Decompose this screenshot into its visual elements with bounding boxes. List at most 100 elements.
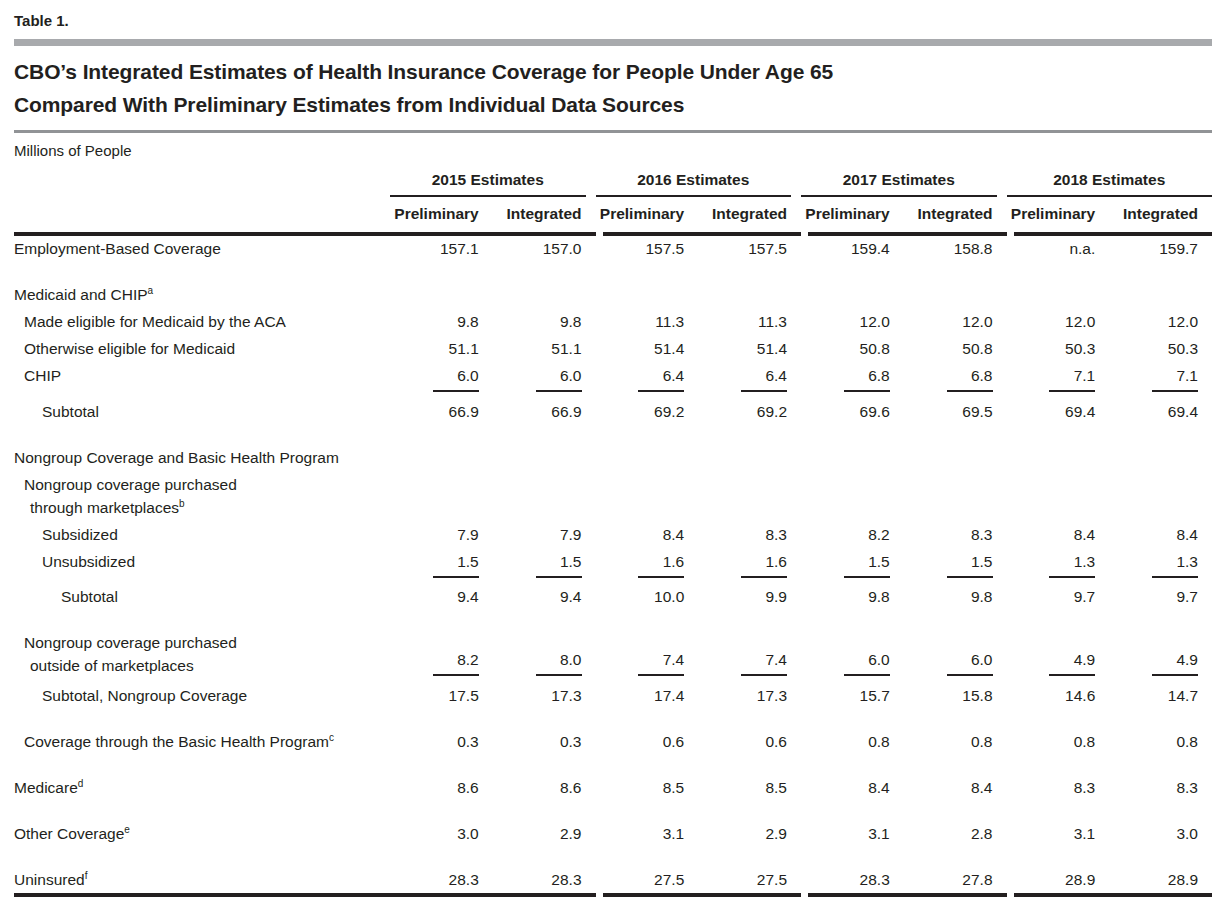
value: 1.5: [844, 552, 890, 578]
col-header-2017-integrated: Integrated: [904, 197, 1007, 232]
value-cell: 6.4: [698, 363, 801, 396]
value: 4.9: [1152, 650, 1198, 676]
value: 12.0: [860, 312, 890, 332]
value-cell: [698, 444, 801, 471]
value-cell: 8.6: [390, 774, 493, 801]
value: 0.8: [1074, 732, 1096, 752]
row-label: Nongroup Coverage and Basic Health Progr…: [14, 444, 390, 471]
stub-header: [14, 165, 390, 197]
spacer-cell: [14, 263, 1212, 282]
value-cell: 69.6: [801, 396, 904, 426]
table-row: Nongroup Coverage and Basic Health Progr…: [14, 444, 1212, 471]
value-cell: 69.4: [1007, 396, 1110, 426]
value: 6.8: [844, 366, 890, 392]
value-cell: 157.5: [698, 236, 801, 263]
value-cell: 1.5: [390, 548, 493, 581]
value-cell: 9.4: [390, 581, 493, 611]
value-cell: 10.0: [596, 581, 699, 611]
value-cell: 12.0: [801, 309, 904, 336]
value-cell: 0.6: [596, 728, 699, 755]
value-cell: [390, 471, 493, 521]
value: 7.1: [1152, 366, 1198, 392]
footnote-marker: c: [329, 731, 334, 742]
value-cell: 8.3: [1007, 774, 1110, 801]
table-row: [14, 263, 1212, 282]
row-label: Employment-Based Coverage: [14, 236, 390, 263]
value: 10.0: [654, 587, 684, 607]
value: 9.8: [971, 587, 993, 607]
value: 12.0: [1065, 312, 1095, 332]
value-cell: 6.0: [493, 363, 596, 396]
table-row: Subtotal9.49.410.09.99.89.89.79.7: [14, 581, 1212, 611]
value: 51.1: [449, 339, 479, 359]
value: 2.9: [560, 824, 582, 844]
value-cell: 3.1: [801, 820, 904, 847]
value-cell: 9.8: [904, 581, 1007, 611]
value: 1.5: [433, 552, 479, 578]
value-cell: 15.7: [801, 680, 904, 710]
value: 157.5: [645, 239, 684, 259]
spacer-cell: [14, 847, 1212, 866]
value-cell: 9.7: [1007, 581, 1110, 611]
value-cell: 9.9: [698, 581, 801, 611]
value: 8.2: [433, 650, 479, 676]
value: 3.1: [868, 824, 890, 844]
value: 50.3: [1168, 339, 1198, 359]
value: 8.4: [1176, 525, 1198, 545]
value: 27.5: [654, 870, 684, 890]
value-cell: 8.0: [493, 630, 596, 680]
rule-segment: [14, 893, 596, 897]
value-cell: 51.4: [698, 336, 801, 363]
table-row: Employment-Based Coverage157.1157.0157.5…: [14, 236, 1212, 263]
document-page: Table 1. CBO’s Integrated Estimates of H…: [0, 0, 1232, 897]
year-group-2018: 2018 Estimates: [1007, 165, 1213, 197]
col-header-2018-preliminary: Preliminary: [1007, 197, 1110, 232]
value-cell: 17.5: [390, 680, 493, 710]
value-cell: 8.2: [801, 521, 904, 548]
table-row: Nongroup coverage purchasedthrough marke…: [14, 471, 1212, 521]
value-cell: 157.5: [596, 236, 699, 263]
value: 6.0: [844, 650, 890, 676]
value-cell: 2.8: [904, 820, 1007, 847]
value-cell: 28.9: [1007, 866, 1110, 893]
value-cell: 17.3: [493, 680, 596, 710]
value: n.a.: [1069, 239, 1095, 259]
value: 2.9: [765, 824, 787, 844]
value-cell: 50.8: [904, 336, 1007, 363]
value-cell: 14.7: [1109, 680, 1212, 710]
row-label: CHIP: [14, 363, 390, 396]
value-cell: 28.9: [1109, 866, 1212, 893]
value-cell: 8.4: [1007, 521, 1110, 548]
value-cell: 3.1: [1007, 820, 1110, 847]
value-cell: 6.0: [801, 630, 904, 680]
value: 17.3: [757, 686, 787, 706]
value: 0.8: [1176, 732, 1198, 752]
value-cell: [1007, 444, 1110, 471]
value: 1.3: [1049, 552, 1095, 578]
value-cell: 27.8: [904, 866, 1007, 893]
value: 69.4: [1065, 402, 1095, 422]
row-label: Uninsuredf: [14, 866, 390, 893]
value-cell: 1.6: [596, 548, 699, 581]
value-cell: 1.5: [801, 548, 904, 581]
value: 7.1: [1049, 366, 1095, 392]
value: 17.5: [449, 686, 479, 706]
value-cell: 0.6: [698, 728, 801, 755]
value-cell: 0.8: [1007, 728, 1110, 755]
value: 6.0: [536, 366, 582, 392]
units-label: Millions of People: [14, 133, 1212, 163]
title-line1: CBO’s Integrated Estimates of Health Ins…: [14, 60, 833, 83]
value-cell: 3.0: [390, 820, 493, 847]
spacer-cell: [14, 425, 1212, 444]
value-cell: 69.2: [596, 396, 699, 426]
value: 0.3: [560, 732, 582, 752]
value-cell: 0.8: [801, 728, 904, 755]
value: 6.8: [947, 366, 993, 392]
value: 8.3: [1074, 778, 1096, 798]
spacer-cell: [14, 709, 1212, 728]
value-cell: 69.5: [904, 396, 1007, 426]
value-cell: 4.9: [1007, 630, 1110, 680]
value: 69.2: [654, 402, 684, 422]
value-cell: 0.8: [1109, 728, 1212, 755]
value: 8.4: [1074, 525, 1096, 545]
